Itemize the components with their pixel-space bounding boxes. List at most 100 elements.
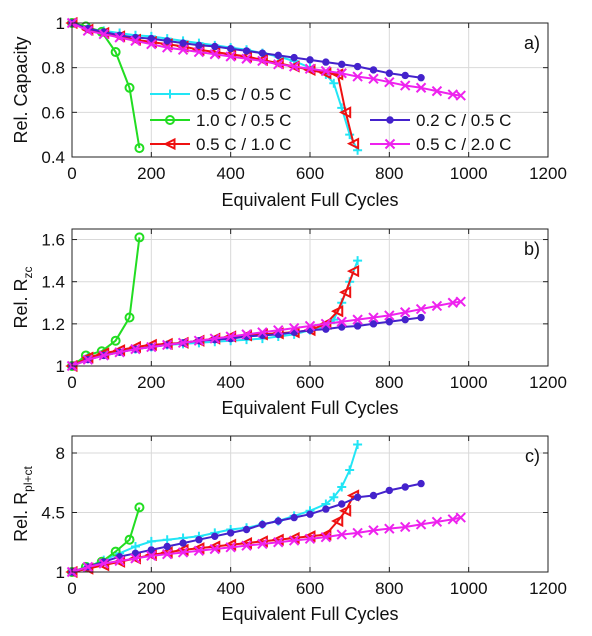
data-point <box>337 482 347 492</box>
data-point <box>193 545 205 556</box>
data-point <box>338 504 352 517</box>
data-point <box>130 553 141 564</box>
data-point <box>346 265 360 278</box>
data-point <box>134 502 145 513</box>
data-point <box>258 520 267 529</box>
data-point <box>288 535 300 546</box>
data-point <box>98 350 109 361</box>
y-tick-label: 1.4 <box>41 273 65 292</box>
data-point <box>193 335 205 346</box>
panel-label: a) <box>524 33 540 53</box>
x-tick-label: 200 <box>137 164 165 183</box>
data-point <box>306 56 314 64</box>
y-axis-label-text: Rel. Capacity <box>11 36 31 143</box>
data-point <box>399 80 411 91</box>
x-tick-label: 0 <box>67 373 76 392</box>
data-point <box>352 314 363 325</box>
data-point <box>346 137 360 150</box>
data-point <box>368 525 379 536</box>
x-tick-label: 400 <box>216 164 244 183</box>
data-point <box>163 37 171 45</box>
series-c05_20 <box>66 512 466 578</box>
data-point <box>257 327 268 338</box>
y-tick-label: 0.6 <box>41 103 65 122</box>
data-point <box>124 534 135 545</box>
y-axis-label-text: Rel. R <box>11 278 31 328</box>
data-point <box>110 546 121 557</box>
data-point <box>399 521 411 533</box>
data-point <box>431 300 443 312</box>
legend-marker <box>384 138 396 150</box>
data-point <box>124 82 135 93</box>
data-point <box>226 529 235 537</box>
data-point <box>304 320 316 332</box>
y-axis-label-subscript: zc <box>21 266 35 278</box>
data-point <box>179 539 187 547</box>
legend-item-c05_10: 0.5 C / 1.0 C <box>150 135 291 154</box>
chart-panel-2: 0 200 400 600 800 1000 1200 1 1.2 1.4 1.6 b) Equival… <box>11 228 567 418</box>
data-point <box>338 500 346 508</box>
x-tick-label: 200 <box>137 579 165 598</box>
series-line <box>71 22 141 149</box>
data-point <box>415 82 427 93</box>
data-point <box>130 542 140 551</box>
data-point <box>320 531 332 543</box>
data-point <box>110 335 121 346</box>
data-point <box>146 550 157 562</box>
data-point <box>353 62 362 71</box>
data-point <box>257 538 268 550</box>
data-point <box>353 493 362 501</box>
data-point <box>369 320 378 328</box>
legend-label: 1.0 C / 0.5 C <box>196 111 291 130</box>
data-point <box>455 90 466 101</box>
x-axis-label: Equivalent Full Cycles <box>221 604 398 624</box>
chart-panel-1: 0 200 400 600 800 1000 1200 0.4 0.6 0.8 1 a) Equival… <box>11 14 567 210</box>
data-point <box>353 256 363 266</box>
data-point <box>134 232 145 243</box>
data-point <box>415 303 427 315</box>
data-point <box>345 465 355 475</box>
y-axis-label: Rel. Rpl+ct <box>11 465 35 541</box>
x-tick-label: 600 <box>296 373 324 392</box>
data-point <box>177 547 189 558</box>
series-c05_20 <box>66 17 466 101</box>
x-tick-label: 400 <box>216 579 244 598</box>
data-point <box>177 337 189 349</box>
x-tick-label: 800 <box>375 579 403 598</box>
data-point <box>146 536 156 546</box>
y-tick-label: 1 <box>56 563 65 582</box>
data-point <box>209 543 221 555</box>
x-tick-label: 200 <box>137 373 165 392</box>
data-point <box>98 558 109 569</box>
data-point <box>384 310 395 321</box>
x-tick-label: 1000 <box>450 579 488 598</box>
data-point <box>417 313 425 322</box>
data-point <box>352 71 363 82</box>
data-point <box>401 71 409 80</box>
data-point <box>431 85 443 97</box>
data-point <box>274 517 282 525</box>
x-tick-label: 0 <box>67 164 76 183</box>
data-point <box>455 296 466 307</box>
data-point <box>242 525 251 534</box>
legend-item-c05_20: 0.5 C / 2.0 C <box>370 135 511 154</box>
data-point <box>385 318 394 326</box>
series-c05_20 <box>66 296 466 372</box>
x-tick-label: 1000 <box>450 373 488 392</box>
data-point <box>114 32 125 43</box>
data-point <box>415 519 427 530</box>
data-point <box>368 312 379 323</box>
data-point <box>161 339 173 351</box>
data-point <box>336 529 347 540</box>
data-point <box>336 68 347 79</box>
data-point <box>146 341 157 353</box>
data-point <box>177 44 189 56</box>
data-point <box>225 51 236 62</box>
data-point <box>338 60 346 69</box>
data-point <box>257 55 268 67</box>
data-point <box>352 527 363 539</box>
data-point <box>431 516 443 528</box>
x-tick-label: 1200 <box>529 579 567 598</box>
data-point <box>195 41 203 50</box>
